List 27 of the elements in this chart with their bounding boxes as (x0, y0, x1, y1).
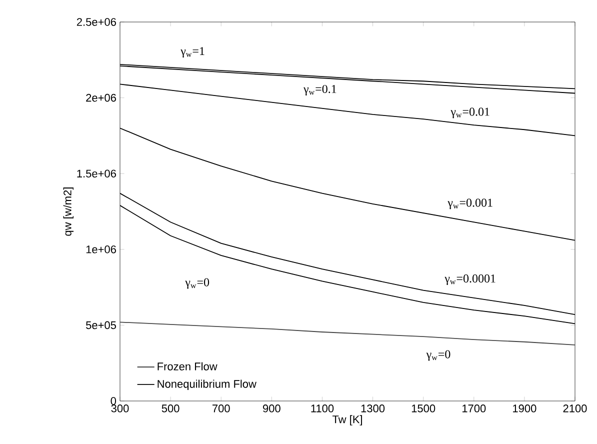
x-tick-label: 1500 (412, 404, 436, 412)
y-tick-label: 0 (110, 397, 116, 405)
x-axis-title: Tw [K] (332, 415, 362, 426)
annotation: γ$_{w}$=0.1 (304, 84, 336, 96)
x-tick-label: 1300 (361, 404, 385, 412)
y-tick-label: 5e+05 (86, 321, 116, 330)
x-tick-label: 1900 (513, 404, 536, 412)
annotation: γ$_{w}$=0.0001 (444, 274, 496, 285)
annotation: γ$_{w}$=0.001 (448, 198, 492, 210)
y-tick-label: 1e+06 (86, 246, 116, 254)
annotation: γ$_{w}$=0 (185, 278, 210, 289)
y-axis-title: qw [w/m2] (63, 188, 74, 236)
y-tick-label: 1.5e+06 (77, 170, 116, 178)
x-tick-label: 500 (162, 404, 180, 412)
legend-label: Frozen Flow (158, 362, 218, 370)
annotation: γ$_{w}$=0 (426, 350, 450, 361)
x-tick-label: 2100 (563, 404, 587, 412)
x-tick-label: 900 (263, 404, 280, 412)
legend-label: Nonequilibrium Flow (158, 380, 256, 390)
x-tick-label: 300 (111, 404, 129, 412)
annotation: γ$_{w}$=1 (180, 47, 204, 58)
y-tick-label: 2.5e+06 (76, 18, 116, 26)
x-tick-label: 1100 (311, 404, 334, 412)
annotation: γ$_{w}$=0.01 (450, 108, 490, 118)
x-tick-label: 700 (212, 404, 230, 412)
y-tick-label: 2e+06 (86, 94, 116, 102)
x-tick-label: 1700 (462, 404, 486, 412)
